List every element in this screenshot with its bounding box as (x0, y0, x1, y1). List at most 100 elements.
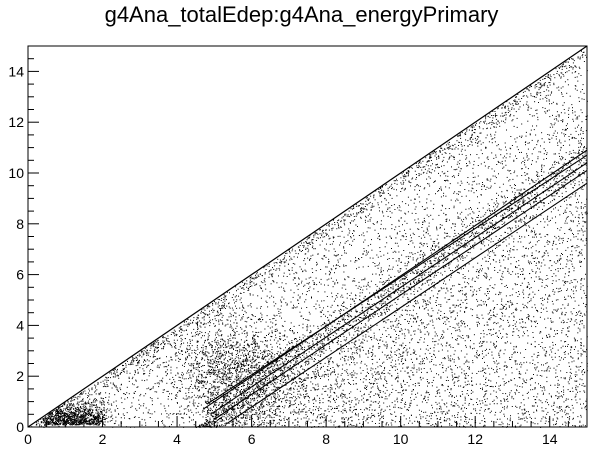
data-point (343, 246, 345, 248)
data-point (532, 125, 533, 127)
data-point (486, 178, 488, 180)
data-point (313, 402, 315, 404)
data-point (193, 372, 195, 374)
data-point (343, 247, 345, 249)
data-point (211, 415, 213, 417)
data-point (493, 308, 495, 310)
data-point (343, 271, 345, 273)
data-point (167, 343, 169, 345)
data-point (502, 378, 504, 380)
data-point (584, 212, 586, 214)
data-point (450, 388, 452, 390)
data-point (313, 283, 315, 285)
data-point (306, 415, 308, 417)
data-point (545, 95, 547, 97)
data-point (483, 275, 485, 276)
data-point (383, 385, 385, 387)
data-point (309, 286, 311, 288)
data-point (396, 242, 398, 244)
data-point (350, 347, 352, 349)
data-point (560, 227, 562, 229)
data-point (556, 412, 558, 414)
data-point (498, 162, 500, 163)
data-point (314, 283, 316, 285)
data-point (424, 221, 426, 223)
data-point (534, 201, 536, 203)
data-point (464, 326, 466, 328)
data-point (178, 327, 180, 329)
data-point (387, 270, 388, 272)
data-point (423, 220, 425, 221)
data-point (509, 357, 510, 359)
data-point (442, 371, 444, 373)
data-point (350, 292, 352, 294)
data-point (312, 254, 314, 256)
data-point (209, 325, 211, 327)
data-point (457, 423, 458, 425)
data-point (579, 398, 581, 400)
data-point (345, 339, 347, 341)
data-point (557, 379, 559, 381)
data-point (141, 364, 143, 366)
data-point (82, 403, 84, 405)
data-point (459, 202, 461, 204)
data-point (490, 133, 492, 135)
data-point (423, 234, 425, 236)
data-point (411, 240, 413, 242)
data-point (324, 362, 326, 364)
data-point (523, 380, 525, 382)
data-point (486, 123, 488, 125)
data-point (494, 372, 496, 374)
data-point (115, 420, 117, 422)
data-point (462, 323, 464, 325)
data-point (546, 110, 548, 112)
data-point (467, 384, 468, 386)
data-point (230, 421, 232, 423)
data-point (345, 417, 347, 419)
data-point (526, 173, 528, 175)
data-point (409, 405, 411, 407)
data-point (509, 394, 510, 396)
data-point (580, 279, 582, 281)
data-point (455, 200, 457, 202)
data-point (476, 183, 478, 185)
data-point (314, 374, 316, 376)
data-point (292, 263, 294, 264)
data-point (340, 296, 342, 298)
data-point (343, 404, 345, 406)
data-point (495, 316, 497, 318)
data-point (546, 310, 548, 312)
data-point (464, 398, 466, 400)
data-point (577, 416, 579, 418)
data-point (556, 192, 558, 194)
data-point (579, 420, 581, 422)
data-point (484, 409, 486, 410)
data-point (539, 233, 541, 235)
data-point (544, 416, 546, 418)
data-point (512, 304, 514, 305)
data-point (402, 398, 403, 400)
data-point (243, 341, 245, 343)
data-point (207, 413, 209, 415)
data-point (465, 361, 467, 363)
data-point (333, 254, 335, 256)
data-point (151, 404, 153, 406)
data-point (511, 354, 513, 356)
data-point (482, 268, 483, 270)
data-point (423, 230, 425, 232)
data-point (571, 282, 573, 283)
data-point (526, 418, 528, 419)
data-point (477, 316, 479, 318)
data-point (582, 133, 584, 134)
data-point (511, 145, 513, 146)
data-point (266, 380, 268, 381)
data-point (510, 256, 512, 258)
data-point (520, 241, 522, 243)
data-point (520, 218, 522, 220)
data-point (380, 255, 382, 257)
data-point (581, 229, 583, 231)
data-point (317, 408, 319, 409)
data-point (319, 347, 321, 349)
data-point (477, 175, 479, 177)
data-point (275, 262, 277, 263)
